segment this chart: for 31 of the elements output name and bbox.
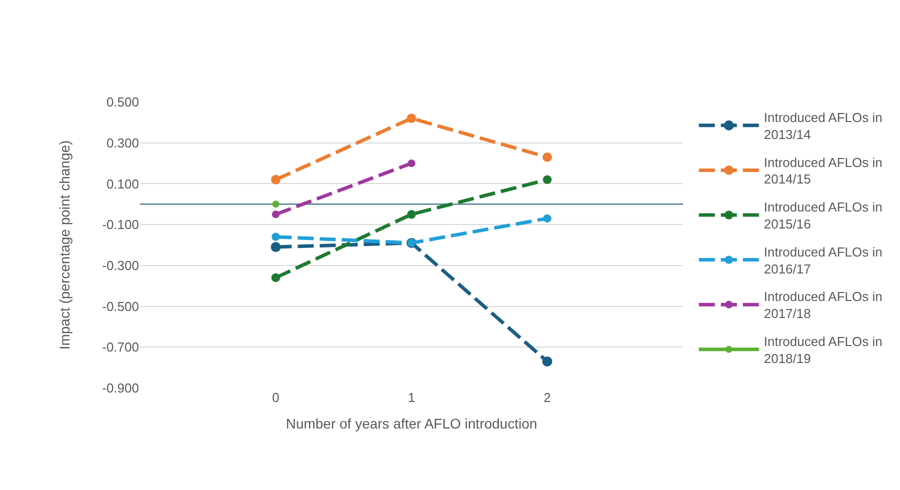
point [271,273,280,282]
point [271,174,280,184]
point [542,152,552,162]
point [272,210,280,218]
point [407,210,416,219]
legend-label: Introduced AFLOs in 2014/15 [764,154,882,187]
y-tick-label: 0.300 [106,135,139,150]
legend-label: Introduced AFLOs in 2015/16 [764,200,882,232]
y-tick-label: -0.900 [102,380,139,396]
x-tick-label: 1 [408,390,416,405]
point [543,214,552,223]
y-axis-title: Impact (percentage point change) [56,140,73,350]
point [406,114,416,124]
point [270,242,281,252]
y-tick-label: -0.500 [102,298,139,314]
x-axis-title: Number of years after AFLO introduction [286,415,538,432]
point [542,175,552,184]
x-tick-label: 2 [544,390,551,405]
y-tick-label: 0.500 [106,94,139,110]
legend-label: Introduced AFLOs in 2017/18 [764,289,882,322]
legend-label: Introduced AFLOs in 2013/14 [764,110,882,142]
y-tick-label: -0.700 [102,340,139,355]
legend-label: Introduced AFLOs in 2016/17 [764,244,882,276]
point [272,232,280,241]
legend-label: Introduced AFLOs in 2018/19 [764,334,882,366]
point [542,356,552,366]
point [408,159,416,168]
y-tick-label: 0.100 [106,176,139,192]
y-tick-label: -0.300 [102,258,139,273]
y-tick-label: -0.100 [102,217,139,232]
x-tick-label: 0 [272,390,280,405]
